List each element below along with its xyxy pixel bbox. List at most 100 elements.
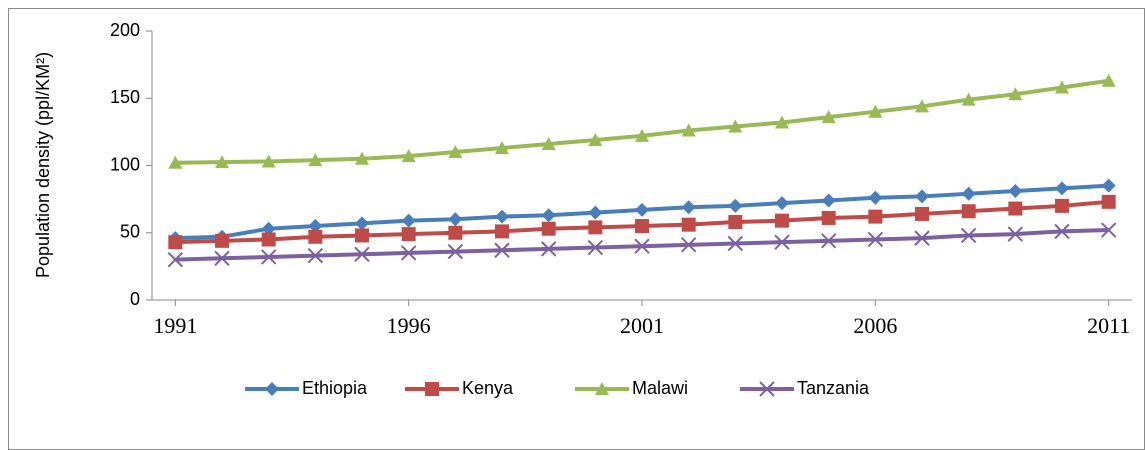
marker — [355, 151, 369, 165]
marker — [915, 189, 929, 204]
x-tick-label: 2011 — [1087, 313, 1130, 338]
marker — [1008, 184, 1023, 199]
marker — [915, 206, 929, 221]
marker — [727, 235, 744, 252]
marker — [1008, 87, 1023, 101]
marker — [495, 141, 509, 155]
marker — [775, 196, 789, 211]
marker — [541, 221, 556, 236]
marker — [1100, 222, 1117, 238]
x-tick-label: 2006 — [853, 313, 897, 338]
marker — [587, 239, 604, 256]
marker — [868, 190, 883, 205]
marker — [401, 213, 416, 228]
marker — [354, 246, 370, 262]
marker — [759, 381, 775, 397]
marker — [634, 238, 650, 254]
marker — [308, 219, 323, 234]
marker — [541, 208, 556, 223]
marker — [261, 232, 276, 247]
marker — [307, 247, 324, 264]
marker — [728, 214, 743, 229]
marker — [425, 382, 439, 396]
marker — [588, 205, 603, 220]
marker — [1101, 73, 1116, 87]
x-tick-label: 1991 — [153, 313, 197, 338]
legend-label: Tanzania — [797, 378, 870, 398]
marker — [868, 209, 883, 224]
marker — [961, 92, 976, 106]
marker — [494, 242, 510, 258]
marker — [914, 230, 930, 246]
marker — [728, 198, 743, 213]
marker — [774, 234, 790, 250]
y-axis-label: Population density (ppl/KM²) — [33, 52, 53, 278]
marker — [355, 216, 369, 231]
marker — [635, 219, 649, 234]
marker — [775, 213, 789, 228]
marker — [588, 220, 603, 235]
marker — [960, 227, 977, 244]
marker — [168, 155, 183, 169]
marker — [867, 231, 884, 248]
marker — [167, 251, 184, 268]
marker — [401, 227, 416, 242]
marker — [261, 154, 276, 168]
marker — [868, 104, 883, 118]
marker — [1055, 181, 1069, 196]
x-tick-label: 1996 — [387, 313, 431, 338]
marker — [1101, 178, 1116, 193]
y-tick-label: 100 — [110, 154, 140, 174]
marker — [308, 153, 323, 167]
marker — [728, 119, 743, 133]
marker — [1055, 80, 1069, 94]
marker — [775, 115, 789, 129]
marker — [635, 128, 649, 142]
marker — [635, 202, 649, 217]
marker — [448, 225, 463, 240]
marker — [540, 241, 557, 257]
marker — [541, 136, 556, 150]
marker — [260, 249, 277, 265]
marker — [681, 123, 696, 137]
marker — [1008, 201, 1023, 216]
x-tick-label: 2001 — [620, 313, 664, 338]
marker — [168, 235, 183, 250]
legend-label: Kenya — [462, 378, 514, 398]
marker — [588, 132, 603, 146]
marker — [1055, 198, 1069, 213]
marker — [1101, 194, 1116, 209]
y-tick-label: 200 — [110, 20, 140, 40]
marker — [680, 237, 697, 253]
legend-label: Ethiopia — [302, 378, 368, 398]
marker — [961, 186, 976, 201]
marker — [1007, 226, 1024, 242]
marker — [681, 200, 696, 215]
marker — [915, 99, 929, 113]
marker — [261, 221, 276, 236]
marker — [495, 224, 509, 239]
marker — [214, 250, 230, 267]
marker — [681, 217, 696, 232]
marker — [265, 382, 279, 396]
marker — [961, 204, 976, 219]
marker — [355, 228, 369, 243]
y-tick-label: 150 — [110, 87, 140, 107]
marker — [820, 233, 837, 249]
marker — [448, 145, 463, 159]
marker — [448, 212, 463, 227]
marker — [401, 149, 416, 163]
legend-label: Malawi — [632, 378, 688, 398]
marker — [215, 233, 229, 248]
marker — [400, 245, 417, 261]
marker — [821, 193, 836, 208]
marker — [495, 209, 509, 224]
marker — [595, 382, 609, 395]
marker — [821, 110, 836, 124]
y-tick-label: 0 — [130, 289, 140, 309]
y-tick-label: 50 — [120, 222, 140, 242]
marker — [308, 229, 323, 244]
marker — [1054, 223, 1070, 240]
marker — [821, 210, 836, 225]
